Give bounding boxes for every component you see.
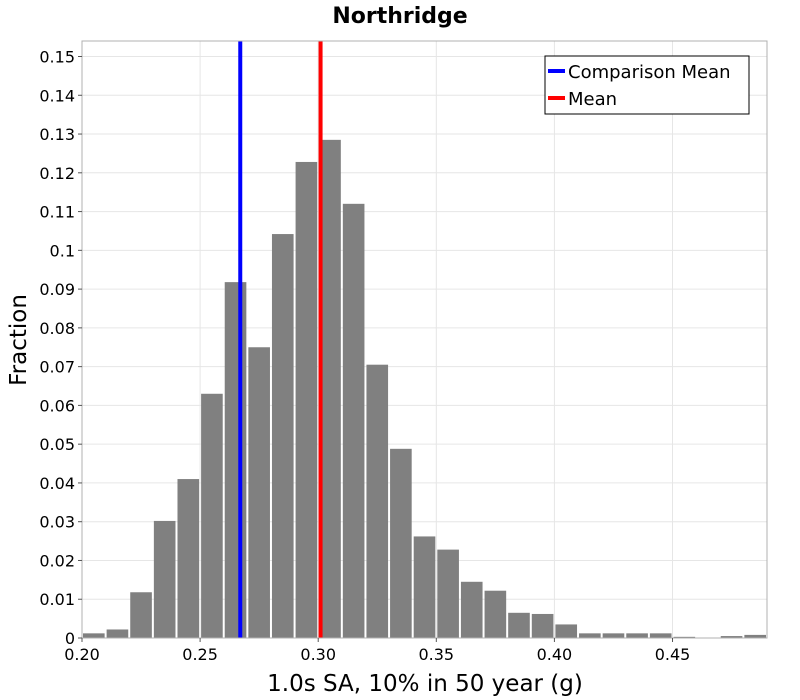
x-axis: 0.20 0.25 0.30 0.35 0.40 0.45	[64, 638, 690, 664]
histogram-bar	[508, 612, 530, 638]
x-tick-label: 0.20	[64, 645, 100, 664]
histogram-bar	[602, 633, 625, 638]
y-tick-label: 0.13	[39, 125, 75, 144]
legend: Comparison Mean Mean	[544, 55, 750, 115]
histogram-bar	[649, 633, 672, 638]
y-tick-label: 0.04	[39, 474, 75, 493]
y-tick-label: 0.11	[39, 203, 75, 222]
legend-label: Mean	[568, 89, 617, 110]
histogram-bar	[201, 393, 223, 638]
y-axis-label: Fraction	[6, 294, 32, 386]
histogram-bar	[626, 633, 648, 638]
histogram-bar	[177, 479, 200, 638]
histogram-bar	[744, 634, 766, 638]
histogram-bar	[366, 364, 389, 638]
y-axis: 0 0.01 0.02 0.03 0.04 0.05 0.06 0.07 0.08 0.09 0.1…	[39, 48, 82, 648]
chart-title: Northridge	[332, 4, 467, 29]
y-tick-label: 0.14	[39, 86, 75, 105]
histogram-bar	[579, 633, 601, 638]
y-tick-label: 0	[65, 629, 75, 648]
y-tick-label: 0.07	[39, 358, 75, 377]
histogram-bar	[555, 624, 578, 638]
legend-label: Comparison Mean	[568, 62, 731, 83]
histogram-bar	[673, 636, 696, 638]
reference-lines	[238, 41, 323, 638]
histogram-bar	[460, 581, 483, 638]
legend-box	[544, 55, 750, 115]
y-tick-label: 0.06	[39, 396, 75, 415]
histogram-bar	[106, 629, 129, 638]
x-tick-label: 0.45	[655, 645, 691, 664]
histogram-bar	[720, 636, 743, 638]
y-tick-label: 0.09	[39, 280, 75, 299]
y-tick-label: 0.1	[50, 241, 75, 260]
y-tick-label: 0.15	[39, 48, 75, 67]
histogram-bar	[295, 161, 318, 638]
y-tick-label: 0.01	[39, 590, 75, 609]
x-tick-label: 0.40	[537, 645, 573, 664]
x-tick-label: 0.35	[418, 645, 454, 664]
histogram-bar	[130, 592, 152, 638]
histogram-bar	[153, 520, 176, 638]
x-tick-label: 0.25	[182, 645, 218, 664]
histogram-bar	[390, 448, 412, 638]
plot-frame	[81, 40, 768, 639]
x-tick-label: 0.30	[300, 645, 336, 664]
histogram-bar	[224, 282, 247, 638]
histogram-bar	[413, 536, 436, 638]
histogram-bars	[83, 139, 766, 639]
histogram-bar	[271, 234, 294, 638]
y-tick-label: 0.12	[39, 164, 75, 183]
histogram-bar	[531, 613, 554, 638]
y-tick-label: 0.03	[39, 513, 75, 532]
histogram-bar	[484, 590, 507, 638]
y-tick-label: 0.08	[39, 319, 75, 338]
y-tick-label: 0.05	[39, 435, 75, 454]
histogram-bar	[83, 633, 105, 638]
histogram-bar	[342, 203, 365, 638]
y-tick-label: 0.02	[39, 551, 75, 570]
histogram-bar	[319, 139, 341, 639]
gridlines	[81, 41, 767, 639]
histogram-bar	[248, 347, 270, 638]
histogram-bar	[437, 549, 459, 638]
x-axis-label: 1.0s SA, 10% in 50 year (g)	[267, 671, 583, 697]
